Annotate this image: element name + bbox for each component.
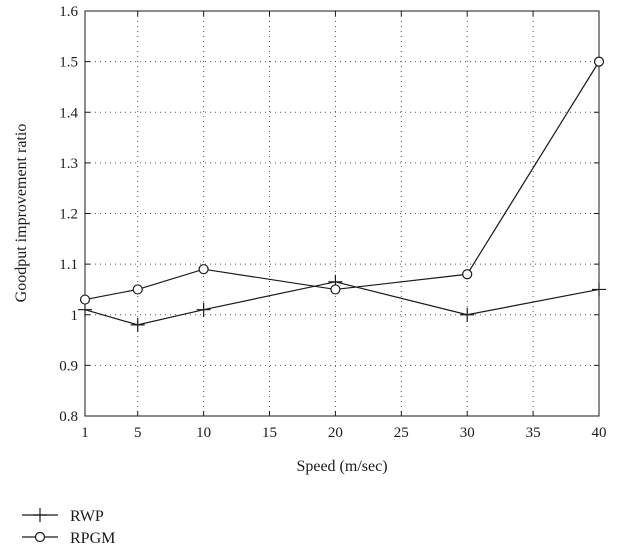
y-tick-label: 1: [71, 308, 79, 324]
series-line-rwp: [84, 281, 600, 326]
y-tick-label: 0.8: [59, 409, 78, 425]
y-axis-title: Goodput improvement ratio: [13, 124, 30, 303]
x-tick-label: 10: [196, 425, 211, 441]
legend-item-rwp: RWP: [22, 508, 104, 525]
data-point-rpgm-circle-marker: [132, 284, 143, 295]
x-tick-label: 20: [328, 425, 343, 441]
data-point-rpgm-circle-marker: [330, 284, 341, 295]
axis-ticks: [84, 10, 600, 417]
data-point-rpgm-circle-marker: [79, 294, 91, 305]
series-rpgm: [79, 56, 605, 305]
y-tick-label: 1.3: [59, 156, 78, 172]
legend-label-rwp: RWP: [70, 508, 104, 525]
y-tick-label: 1.6: [59, 4, 78, 20]
x-tick-label: 15: [262, 425, 277, 441]
x-axis-tick-labels: 1 5 10 15 20 25 30 35 40: [81, 425, 606, 441]
series-line-rpgm: [84, 61, 600, 301]
legend: RWP RPGM: [22, 508, 115, 547]
x-tick-label: 5: [134, 425, 142, 441]
legend-label-rpgm: RPGM: [70, 530, 115, 547]
x-tick-label: 40: [592, 425, 607, 441]
y-tick-label: 1.5: [59, 55, 78, 71]
data-point-rpgm-circle-marker: [462, 269, 473, 280]
data-point-rpgm-circle-marker: [198, 264, 209, 275]
y-tick-label: 1.4: [59, 105, 78, 121]
data-point-rwp-plus-marker: [196, 302, 211, 317]
plot-area-frame: [84, 10, 600, 417]
x-tick-label: 35: [526, 425, 541, 441]
x-tick-label: 1: [81, 425, 89, 441]
data-point-rwp-plus-marker: [592, 282, 606, 297]
legend-rwp-plus-marker: [33, 508, 47, 522]
data-point-rwp-plus-marker: [130, 317, 145, 332]
data-point-rwp-plus-marker: [460, 307, 475, 322]
x-tick-label: 25: [394, 425, 409, 441]
y-tick-label: 1.1: [59, 257, 78, 273]
legend-rpgm-circle-marker: [34, 531, 46, 543]
y-tick-label: 1.2: [59, 207, 78, 223]
series-rwp: [78, 274, 606, 332]
grid-lines: [85, 11, 599, 416]
y-tick-label: 0.9: [59, 358, 78, 374]
data-point-rwp-plus-marker: [78, 302, 92, 317]
x-tick-label: 30: [460, 425, 475, 441]
series-layer: [78, 56, 606, 332]
x-axis-title: Speed (m/sec): [296, 458, 387, 475]
y-axis-tick-labels: 0.8 0.9 1 1.1 1.2 1.3 1.4 1.5 1.6: [59, 4, 78, 425]
data-point-rpgm-circle-marker: [593, 56, 605, 67]
legend-item-rpgm: RPGM: [22, 530, 115, 547]
